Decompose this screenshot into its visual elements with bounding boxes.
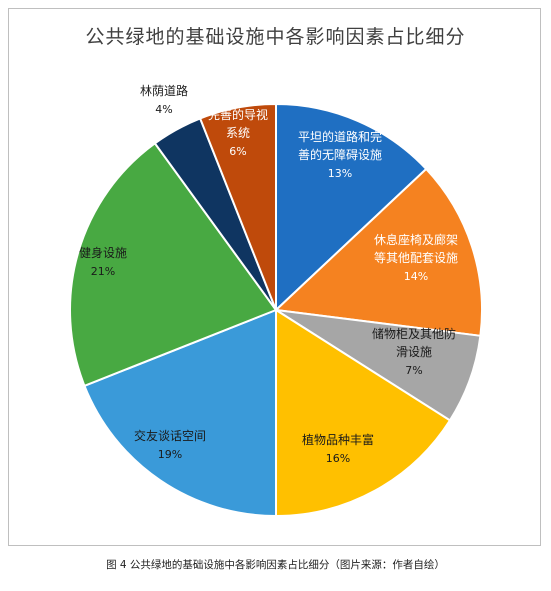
figure-caption: 图 4 公共绿地的基础设施中各影响因素占比细分（图片来源：作者自绘） bbox=[106, 559, 445, 571]
slice-value-label: 21% bbox=[91, 265, 115, 278]
slice-value-label: 4% bbox=[155, 103, 172, 116]
slice-label: 储物柜及其他防滑设施 7% bbox=[372, 326, 456, 377]
slice-category-label: 储物柜及其他防 bbox=[372, 326, 456, 341]
slice-category-label: 系统 bbox=[226, 126, 250, 140]
slice-value-label: 13% bbox=[328, 167, 352, 180]
slice-label: 平坦的道路和完善的无障碍设施 13% bbox=[298, 129, 382, 180]
slice-category-label: 善的无障碍设施 bbox=[298, 147, 382, 162]
pie-slice bbox=[69, 141, 278, 388]
slice-label: 植物品种丰富 16% bbox=[302, 432, 374, 465]
slice-category-label: 林荫道路 bbox=[140, 83, 188, 98]
slice-value-label: 16% bbox=[326, 452, 350, 465]
pie-slice bbox=[83, 308, 277, 518]
pie-chart: 平坦的道路和完善的无障碍设施 13% 休息座椅及廊架等其他配套设施 14% 储物柜及其他… bbox=[69, 83, 483, 518]
pie-slice bbox=[273, 167, 483, 337]
slice-category-label: 完善的导视 bbox=[208, 107, 268, 122]
slice-label: 健身设施 21% bbox=[79, 245, 127, 278]
slice-category-label: 休息座椅及廊架 bbox=[374, 232, 458, 247]
slice-category-label: 植物品种丰富 bbox=[302, 432, 374, 447]
slice-label: 林荫道路 4% bbox=[140, 83, 188, 116]
slice-category-label: 健身设施 bbox=[79, 245, 127, 260]
slice-label: 完善的导视系统 6% bbox=[208, 107, 268, 158]
pie-slice bbox=[275, 308, 452, 518]
slice-value-label: 7% bbox=[405, 364, 422, 377]
slice-category-label: 交友谈话空间 bbox=[134, 428, 206, 443]
slice-category-label: 等其他配套设施 bbox=[374, 251, 458, 265]
chart-title: 公共绿地的基础设施中各影响因素占比细分 bbox=[85, 26, 466, 48]
pie-slice bbox=[198, 102, 277, 311]
slice-label: 交友谈话空间 19% bbox=[134, 428, 206, 461]
slice-category-label: 平坦的道路和完 bbox=[298, 129, 382, 144]
slice-category-label: 滑设施 bbox=[396, 345, 432, 359]
slice-label: 休息座椅及廊架等其他配套设施 14% bbox=[374, 232, 458, 283]
slice-value-label: 6% bbox=[229, 145, 246, 158]
slice-value-label: 19% bbox=[158, 448, 182, 461]
slice-value-label: 14% bbox=[404, 270, 428, 283]
pie-slice bbox=[275, 102, 428, 313]
